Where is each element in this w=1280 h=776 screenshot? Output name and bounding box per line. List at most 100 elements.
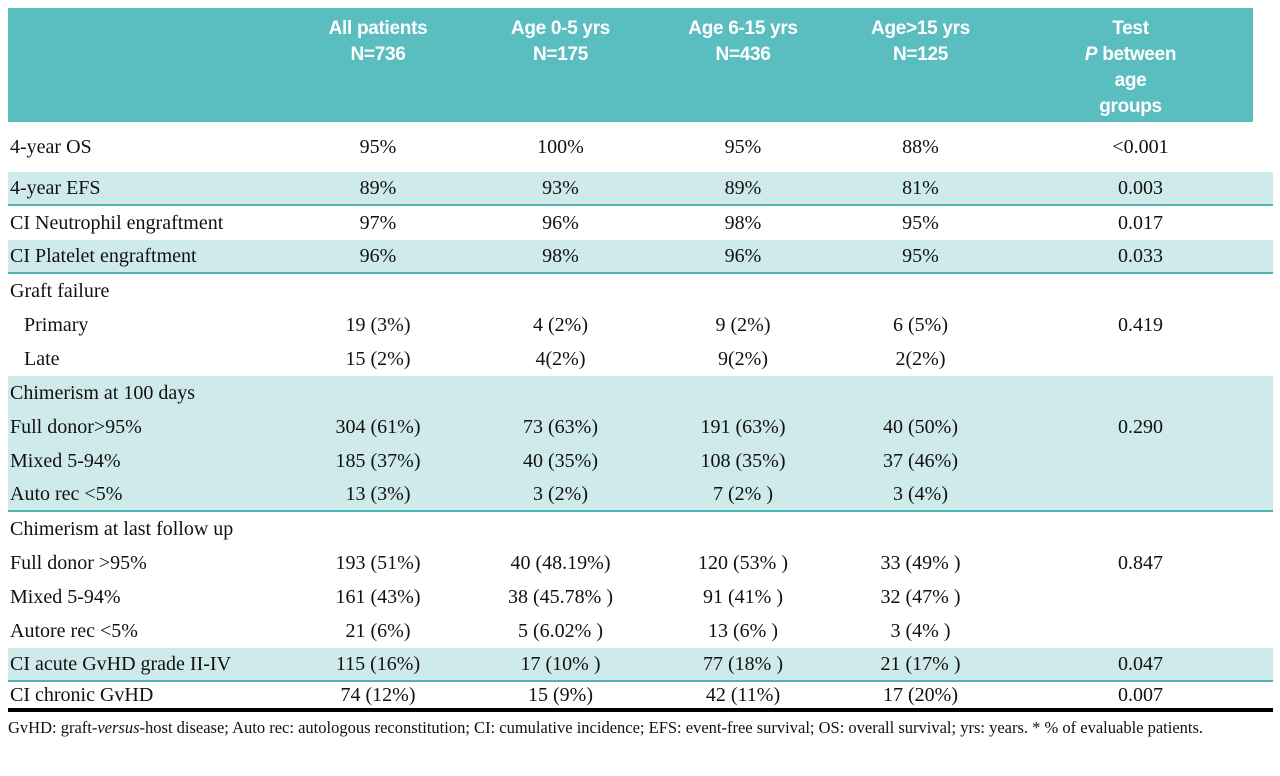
row-label: CI Neutrophil engraftment [10,212,224,234]
table-cell: 96% [724,245,762,267]
table-cell: 38 (45.78% ) [508,586,613,608]
row-label: Graft failure [10,280,110,302]
row-label: Auto rec <5% [10,483,123,505]
table-cell: 6 (5%) [893,314,948,336]
table-cell: 0.033 [1118,245,1163,267]
column-header-line: N=736 [350,44,406,65]
table-cell: 42 (11%) [705,684,781,706]
table-cell: 17 (20%) [883,684,958,706]
column-header-line: All patients [328,18,428,39]
table-cell: 5 (6.02% ) [518,620,603,642]
table-row: Late 15 (2%) 4(2%) 9(2%) 2(2%) [8,342,1273,376]
footnote-text: GvHD: graft- [8,718,98,737]
table-cell: 96% [359,245,397,267]
table-cell: 7 (2% ) [713,483,773,505]
column-header-line: Age 6-15 yrs [688,18,798,39]
column-header-age-0-5: Age 0-5 yrs N=175 [468,16,653,122]
table-cell: 115 (16%) [335,653,421,675]
column-header-line: P between [1084,44,1177,65]
column-header-line: N=125 [892,44,949,65]
row-label: 4-year EFS [10,177,101,199]
row-label: Autore rec <5% [10,620,138,642]
table-row: 4-year OS 95% 100% 95% 88% <0.001 [8,122,1273,172]
column-header-line: age [1114,70,1147,91]
table-cell: 93% [542,177,579,199]
table-row: CI Neutrophil engraftment 97% 96% 98% 95% 0.0… [8,206,1273,240]
column-header-line: Age 0-5 yrs [510,18,611,39]
section-row: Chimerism at last follow up [8,512,1273,546]
row-label: Mixed 5-94% [10,586,121,608]
table-cell: 161 (43%) [335,586,421,608]
section-row: Graft failure [8,274,1273,308]
table-cell: 32 (47% ) [880,586,961,608]
table-header: All patients N=736 Age 0-5 yrs N=175 Age… [8,8,1253,122]
table-cell: 95% [359,136,397,158]
table-cell: 15 (2%) [345,348,411,370]
column-header-all-patients: All patients N=736 [288,16,468,122]
table-body: 4-year OS 95% 100% 95% 88% <0.001 4-year EFS 89… [8,122,1273,712]
table-cell: 13 (3%) [345,483,411,505]
row-label: Mixed 5-94% [10,450,121,472]
column-header-line: groups [1099,96,1162,117]
table-row: CI Platelet engraftment 96% 98% 96% 95% 0.033 [8,240,1273,274]
table-cell: 2(2%) [895,348,946,370]
table-cell: 40 (50%) [883,416,958,438]
table-row: CI chronic GvHD 74 (12%) 15 (9%) 42 (11%) 17… [8,682,1273,712]
table-cell: 88% [902,136,939,158]
table-cell: 0.847 [1118,552,1163,574]
row-label: CI chronic GvHD [10,684,154,706]
column-header-empty [8,16,288,122]
table-row: 4-year EFS 89% 93% 89% 81% 0.003 [8,172,1273,206]
table-row: Mixed 5-94% 161 (43%) 38 (45.78% ) 91 (41% … [8,580,1273,614]
table-cell: 0.290 [1118,416,1163,438]
column-header-line: Age>15 yrs [871,18,970,39]
table-row: Full donor>95% 304 (61%) 73 (63%) 191 (63%)… [8,410,1273,444]
table-cell: 95% [902,212,939,234]
table-cell: 0.419 [1118,314,1163,336]
table-cell: 4(2%) [535,348,586,370]
table-cell: 37 (46%) [883,450,958,472]
table-cell: 19 (3%) [345,314,411,336]
table-cell: 17 (10% ) [520,653,601,675]
table-row: CI acute GvHD grade II-IV 115 (16%) 17 (10… [8,648,1273,682]
table-cell: 21 (17% ) [880,653,961,675]
table-cell: 74 (12%) [340,684,416,706]
row-label: CI acute GvHD grade II-IV [10,653,232,675]
row-label: Late [24,348,60,370]
column-header-line: N=436 [715,44,771,65]
table-cell: 9(2%) [718,348,768,370]
row-label: 4-year OS [10,136,92,158]
p-italic: P [1084,44,1098,65]
table-cell: 95% [902,245,939,267]
table-cell: 193 (51%) [335,552,421,574]
footnote-italic-versus: versus [97,718,140,737]
table-cell: 40 (35%) [523,450,598,472]
table-cell: 191 (63%) [700,416,786,438]
table-row: Auto rec <5% 13 (3%) 3 (2%) 7 (2% ) 3 (4%) [8,478,1273,512]
table-cell: 97% [359,212,397,234]
table-cell: 89% [724,177,762,199]
table-row: Autore rec <5% 21 (6%) 5 (6.02% ) 13 (6% ) 3… [8,614,1273,648]
table-cell: 3 (2%) [533,483,588,505]
table-cell: 13 (6% ) [708,620,778,642]
column-header-age-over-15: Age>15 yrs N=125 [833,16,1008,122]
table-cell: 304 (61%) [335,416,421,438]
footnote-text: -host disease; Auto rec: autologous reco… [139,718,1204,737]
table-cell: 98% [724,212,762,234]
table-cell: 15 (9%) [528,684,593,706]
table-cell: 89% [359,177,397,199]
table-cell: 73 (63%) [523,416,598,438]
column-header-test-p: Test P between age groups [1008,16,1253,122]
table-cell: 9 (2%) [715,314,771,336]
table-cell: 0.003 [1118,177,1163,199]
section-row: Chimerism at 100 days [8,376,1273,410]
row-label: Chimerism at last follow up [10,518,234,540]
table-figure: All patients N=736 Age 0-5 yrs N=175 Age… [8,8,1273,738]
row-label: Full donor>95% [10,416,142,438]
table-cell: 108 (35%) [700,450,786,472]
table-cell: 100% [537,136,584,158]
table-cell: 95% [724,136,762,158]
table-cell: 0.047 [1118,653,1163,675]
table-cell: 3 (4%) [893,483,948,505]
table-cell: 21 (6%) [345,620,411,642]
